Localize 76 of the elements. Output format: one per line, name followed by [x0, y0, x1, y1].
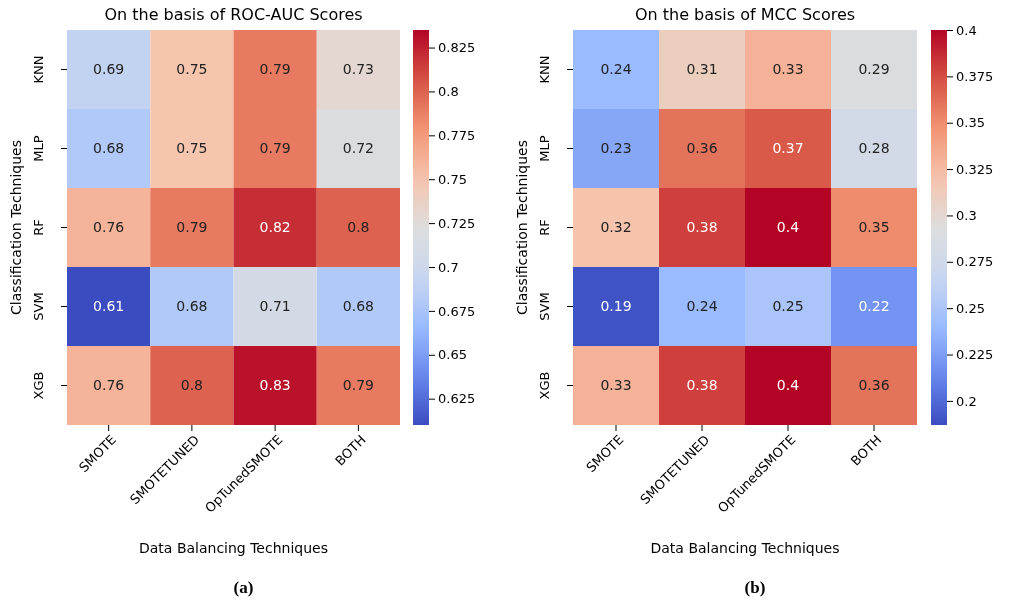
data-label: 0.71 [259, 298, 291, 315]
data-label: 0.28 [858, 140, 890, 157]
color-bar-label: 0.825 [438, 40, 476, 56]
x-axis-title: Data Balancing Techniques [650, 540, 840, 556]
data-label: 0.38 [686, 219, 718, 236]
data-label: 0.22 [858, 298, 890, 315]
color-bar-label: 0.225 [956, 347, 994, 363]
data-label: 0.24 [686, 298, 718, 315]
data-label: 0.61 [93, 298, 125, 315]
data-label: 0.79 [259, 140, 291, 157]
data-label: 0.33 [600, 377, 632, 394]
color-bar-label: 0.35 [956, 115, 985, 131]
y-tick-label: SVM [537, 292, 553, 321]
color-bar-label: 0.75 [438, 171, 467, 187]
color-bar-label: 0.725 [438, 215, 476, 231]
color-bar-label: 0.4 [956, 22, 977, 38]
data-label: 0.83 [259, 377, 291, 394]
data-label: 0.69 [93, 61, 125, 78]
data-label: 0.73 [342, 61, 374, 78]
color-bar-label: 0.65 [438, 347, 467, 363]
color-bar-label: 0.7 [438, 259, 459, 275]
data-label: 0.8 [180, 377, 204, 394]
data-label: 0.31 [686, 61, 718, 78]
color-bar-label: 0.775 [438, 127, 476, 143]
data-label: 0.72 [342, 140, 374, 157]
data-label: 0.24 [600, 61, 632, 78]
data-label: 0.82 [259, 219, 291, 236]
y-tick-label: KNN [31, 55, 47, 84]
color-bar-label: 0.8 [438, 84, 459, 100]
data-label: 0.4 [776, 377, 800, 394]
chart-title: On the basis of MCC Scores [634, 5, 856, 24]
y-tick-label: SVM [31, 292, 47, 321]
color-bar-label: 0.625 [438, 391, 476, 407]
y-tick-label: MLP [31, 135, 47, 162]
data-label: 0.33 [772, 61, 804, 78]
data-label: 0.8 [347, 219, 370, 236]
data-label: 0.76 [93, 377, 125, 394]
x-axis-title: Data Balancing Techniques [139, 540, 328, 556]
data-label: 0.79 [176, 219, 208, 236]
color-bar-label: 0.375 [956, 69, 994, 85]
color-bar-label: 0.3 [956, 208, 977, 224]
y-tick-label: RF [537, 219, 553, 236]
color-bar-label: 0.675 [438, 303, 476, 319]
data-label: 0.68 [176, 298, 208, 315]
data-label: 0.23 [600, 140, 632, 157]
y-tick-label: XGB [31, 371, 47, 400]
data-label: 0.79 [259, 61, 291, 78]
color-bar-label: 0.2 [956, 393, 977, 409]
y-tick-label: KNN [537, 55, 553, 84]
y-tick-label: MLP [537, 135, 553, 162]
y-axis-title: Classification Techniques [8, 140, 24, 315]
data-label: 0.75 [176, 140, 208, 157]
data-label: 0.36 [858, 377, 890, 394]
data-label: 0.29 [858, 61, 890, 78]
color-bar-label: 0.275 [956, 254, 994, 270]
data-label: 0.4 [776, 219, 800, 236]
data-label: 0.25 [772, 298, 804, 315]
data-label: 0.36 [686, 140, 718, 157]
data-label: 0.19 [600, 298, 632, 315]
data-label: 0.76 [93, 219, 125, 236]
data-label: 0.68 [93, 140, 125, 157]
chart-title: On the basis of ROC-AUC Scores [104, 5, 363, 24]
y-tick-label: RF [31, 219, 47, 236]
data-label: 0.75 [176, 61, 208, 78]
text: (b) [744, 578, 766, 597]
color-bar-label: 0.25 [956, 300, 985, 316]
color-bar-label: 0.325 [956, 161, 994, 177]
data-label: 0.32 [600, 219, 632, 236]
data-label: 0.68 [342, 298, 374, 315]
y-axis-title: Classification Techniques [514, 140, 530, 315]
data-label: 0.37 [772, 140, 804, 157]
data-label: 0.79 [342, 377, 374, 394]
data-label: 0.35 [858, 219, 890, 236]
text: (a) [233, 578, 254, 597]
y-tick-label: XGB [537, 371, 553, 400]
data-label: 0.38 [686, 377, 718, 394]
